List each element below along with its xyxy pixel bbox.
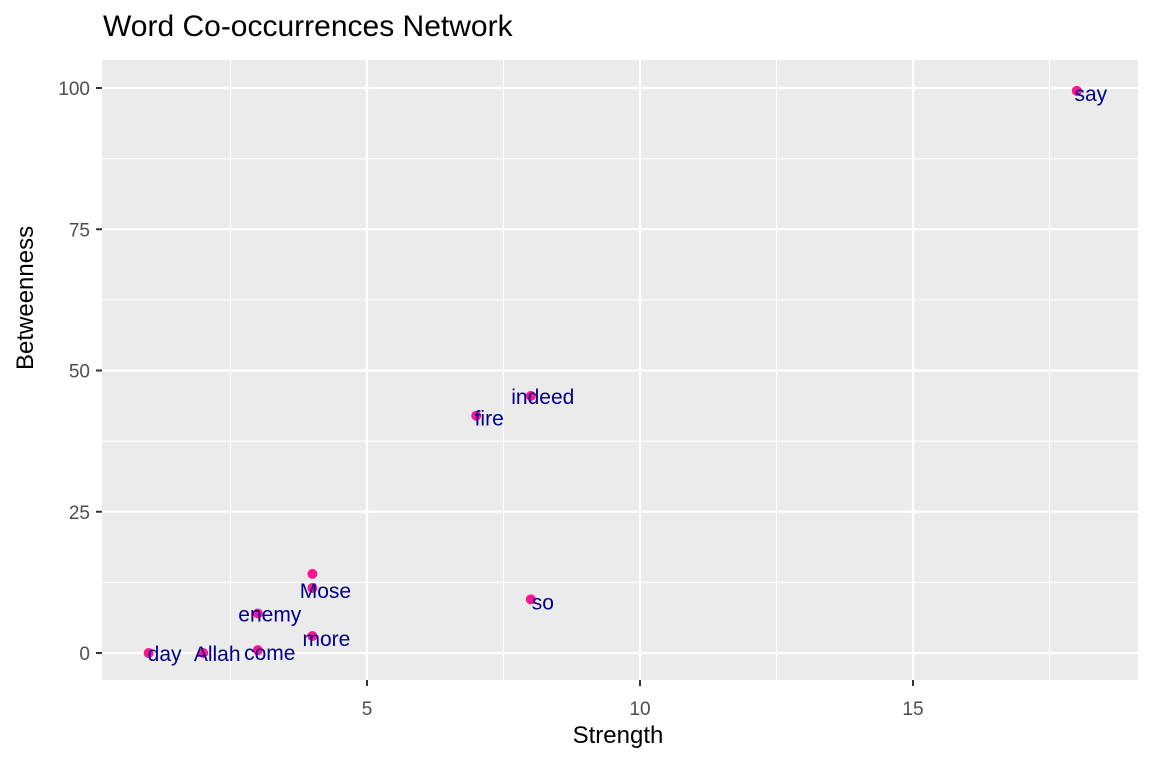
y-axis-label: Betweenness (12, 225, 39, 370)
data-point (471, 410, 482, 421)
x-tick-label: 5 (362, 699, 373, 720)
data-point (252, 608, 263, 619)
data-point (198, 648, 209, 658)
point-label: day (148, 643, 182, 666)
point-label: come (244, 642, 295, 665)
x-tick-label: 15 (902, 699, 923, 720)
point-label: Mose (300, 580, 351, 603)
data-point (307, 583, 318, 594)
y-tick-label: 50 (69, 362, 90, 383)
data-point (307, 631, 318, 642)
data-point (143, 648, 154, 658)
x-tick-label: 10 (629, 699, 650, 720)
chart-title: Word Co-occurrences Network (103, 10, 513, 43)
data-point (1071, 85, 1082, 96)
data-point (525, 594, 536, 605)
point-label: say (1074, 83, 1107, 106)
point-label: enemy (238, 603, 302, 626)
y-tick-label: 100 (58, 79, 90, 100)
point-label: fire (475, 408, 504, 431)
point-label: more (302, 628, 350, 651)
x-axis-label: Strength (572, 722, 664, 749)
y-tick-label: 0 (79, 644, 90, 665)
data-point (252, 645, 263, 656)
point-label: indeed (511, 386, 574, 409)
y-tick-label: 25 (69, 503, 90, 524)
data-point (525, 390, 536, 401)
y-tick-label: 75 (69, 220, 90, 241)
data-point (307, 568, 318, 579)
point-label: Allah (194, 643, 241, 666)
point-label: so (532, 591, 554, 614)
